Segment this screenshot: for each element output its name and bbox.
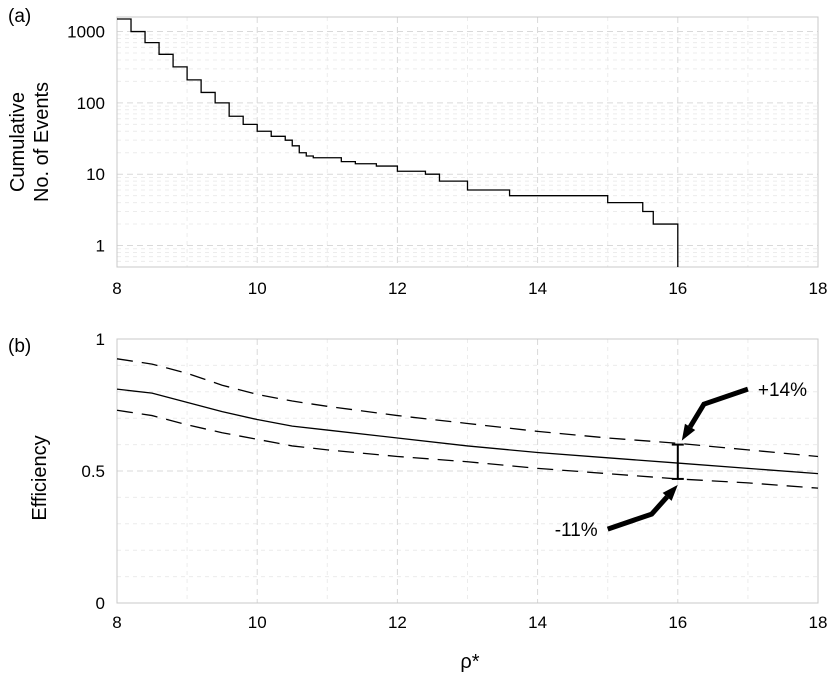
panel-b-upper-dashed-bound — [116, 358, 819, 458]
panel-a-x-tick-labels: 8 10 12 14 16 18 — [112, 279, 827, 298]
panel-a-y-tick-labels: 1 10 100 1000 — [67, 23, 105, 256]
panel-b-annotation-arrow-minus — [606, 495, 669, 532]
panel-b-annotation-label-plus: +14% — [758, 380, 807, 401]
panel-a-series — [117, 18, 679, 267]
panel-a-x-tick-label: 10 — [248, 279, 267, 298]
panel-b-y-tick-label: 1 — [96, 330, 105, 349]
panel-b-x-tick-labels: 8 10 12 14 16 18 — [112, 613, 827, 632]
panel-b-annotations: +14% -11% — [555, 380, 807, 541]
panel-b-grid — [116, 339, 819, 603]
panel-b-y-tick-labels: 00.51 — [81, 330, 105, 613]
panel-b-x-tick-label: 12 — [388, 613, 407, 632]
panel-b-plot-frame — [116, 338, 819, 604]
panel-b-annotation-arrow-plus — [687, 386, 749, 429]
panel-a-y-tick-label: 100 — [77, 94, 105, 113]
panel-b-annotation-arrowhead-plus — [681, 423, 696, 441]
panel-a-plot-frame — [116, 16, 819, 268]
panel-a-y-tick-label: 1000 — [67, 23, 105, 42]
panel-b-series — [116, 358, 819, 489]
panel-b-efficiency: (b) +14%-11% 00.51 8 10 12 14 16 18 Efficienc… — [8, 330, 827, 673]
panel-a-cumulative-step-line — [117, 18, 679, 267]
panel-a-x-tick-label: 12 — [388, 279, 407, 298]
panel-b-label: (b) — [8, 336, 31, 357]
panel-b-x-tick-label: 8 — [112, 613, 121, 632]
panel-a-y-axis-label-line2: No. of Events — [31, 82, 53, 202]
panel-b-y-axis-label: Efficiency — [29, 435, 51, 520]
panel-a-label: (a) — [8, 6, 31, 27]
panel-a-y-tick-label: 10 — [86, 165, 105, 184]
panel-a-y-tick-label: 1 — [96, 237, 105, 256]
panel-b-x-tick-label: 18 — [809, 613, 828, 632]
panel-a-cumulative-events: (a) 1 10 100 1000 8 10 12 14 16 18 Cumulative No… — [7, 6, 827, 298]
panel-b-annotation-label-minus: -11% — [555, 520, 598, 541]
panel-a-x-tick-label: 14 — [528, 279, 547, 298]
panel-b-y-tick-label: 0 — [96, 594, 105, 613]
panel-a-grid — [116, 17, 819, 267]
panel-a-x-tick-label: 16 — [668, 279, 687, 298]
panel-b-lower-dashed-bound — [116, 409, 819, 489]
panel-b-y-tick-label: 0.5 — [81, 462, 105, 481]
panel-a-x-tick-label: 18 — [809, 279, 828, 298]
panel-b-x-axis-label: ρ* — [460, 651, 479, 673]
panel-a-x-tick-label: 8 — [112, 279, 121, 298]
panel-a-y-axis-label-line1: Cumulative — [7, 92, 29, 192]
panel-b-annotation-arrowhead-minus — [662, 484, 678, 501]
panel-b-x-tick-label: 14 — [528, 613, 547, 632]
panel-b-efficiency-line — [116, 388, 819, 475]
panel-b-x-tick-label: 16 — [668, 613, 687, 632]
panel-b-x-tick-label: 10 — [248, 613, 267, 632]
